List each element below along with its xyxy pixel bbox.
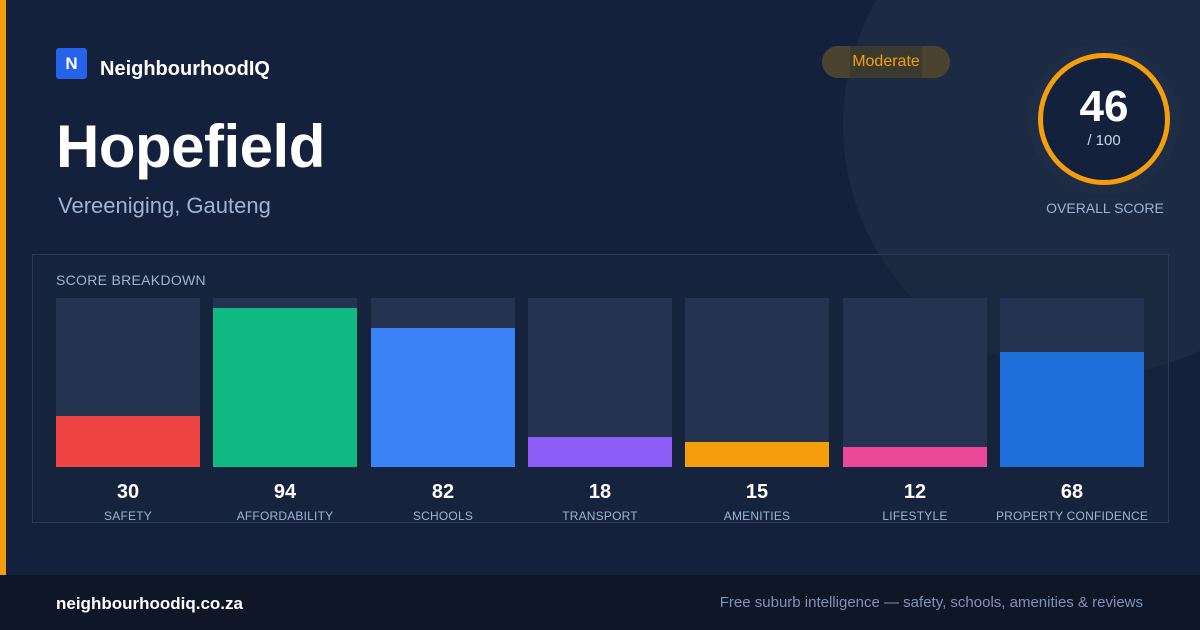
- score-ring: [1038, 53, 1170, 185]
- bar-column-schools: 82 SCHOOLS: [371, 298, 515, 523]
- breakdown-bars: 30 SAFETY 94 AFFORDABILITY 82 SCHOOLS 18 TRANSP…: [56, 298, 1148, 523]
- bar-column-property-confidence: 68 PROPERTY CONFIDENCE: [996, 298, 1148, 523]
- bar-fill: [843, 447, 987, 467]
- overall-score-max: / 100: [1087, 132, 1121, 149]
- bar-value: 12: [903, 481, 927, 503]
- bar-label: TRANSPORT: [562, 509, 638, 523]
- footer-url-link[interactable]: neighbourhoodiq.co.za: [56, 594, 243, 613]
- bar-fill: [371, 328, 515, 467]
- bar-label: SCHOOLS: [412, 509, 474, 523]
- breakdown-title: SCORE BREAKDOWN: [56, 272, 206, 288]
- bar-fill: [56, 416, 200, 467]
- bar-track: [528, 298, 672, 467]
- bar-track: [685, 298, 829, 467]
- bar-column-lifestyle: 12 LIFESTYLE: [843, 298, 987, 523]
- accent-bar: [0, 0, 6, 575]
- bar-track: [213, 298, 357, 467]
- bar-track: [371, 298, 515, 467]
- score-breakdown-panel: SCORE BREAKDOWN 30 SAFETY 94 AFFORDABILITY 8…: [32, 254, 1169, 523]
- bar-value: 94: [273, 481, 297, 503]
- page-title: Hopefield: [56, 113, 325, 180]
- bar-label: LIFESTYLE: [882, 509, 948, 523]
- bar-label: AMENITIES: [723, 509, 791, 523]
- bar-label: SAFETY: [104, 509, 152, 523]
- footer: neighbourhoodiq.co.za Free suburb intell…: [0, 575, 1200, 630]
- bar-column-transport: 18 TRANSPORT: [528, 298, 672, 523]
- bar-value: 15: [745, 481, 769, 503]
- bar-fill: [528, 437, 672, 467]
- bar-column-amenities: 15 AMENITIES: [685, 298, 829, 523]
- bar-value: 30: [116, 481, 140, 503]
- footer-tagline: Free suburb intelligence — safety, schoo…: [719, 594, 1143, 611]
- bar-track: [843, 298, 987, 467]
- overall-score-gauge: 46: [1028, 43, 1180, 195]
- bar-value: 68: [1060, 481, 1084, 503]
- overall-score-value: 46: [1079, 82, 1129, 131]
- rating-badge-label: Moderate: [852, 53, 920, 70]
- brand-name: NeighbourhoodIQ: [100, 58, 270, 80]
- bar-column-affordability: 94 AFFORDABILITY: [213, 298, 357, 523]
- bar-value: 18: [588, 481, 612, 503]
- bar-column-safety: 30 SAFETY: [56, 298, 200, 523]
- social-card: N NeighbourhoodIQ Hopefield Vereeniging,…: [0, 0, 1180, 575]
- bar-fill: [213, 308, 357, 467]
- bar-label: AFFORDABILITY: [236, 509, 334, 523]
- bar-track: [1000, 298, 1144, 467]
- bar-fill: [1000, 352, 1144, 467]
- bar-label: PROPERTY CONFIDENCE: [995, 509, 1149, 523]
- location-subtitle: Vereeniging, Gauteng: [58, 193, 271, 218]
- brand[interactable]: N NeighbourhoodIQ: [56, 46, 270, 81]
- rating-badge: Moderate: [822, 46, 950, 78]
- bar-track: [56, 298, 200, 467]
- bar-value: 82: [431, 481, 455, 503]
- overall-score-label: OVERALL SCORE: [1046, 200, 1164, 216]
- brand-logo-icon: N: [56, 48, 87, 79]
- bar-fill: [685, 442, 829, 467]
